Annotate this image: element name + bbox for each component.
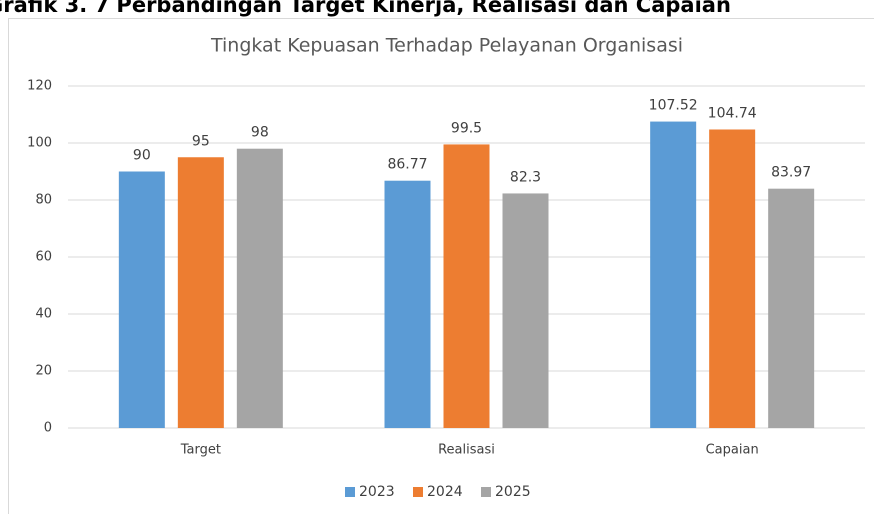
bar xyxy=(384,180,431,428)
data-label: 86.77 xyxy=(387,157,427,173)
data-label: 107.52 xyxy=(649,98,698,114)
data-label: 82.3 xyxy=(510,169,541,185)
x-tick-label: Target xyxy=(180,443,221,458)
y-tick-label: 40 xyxy=(35,307,52,322)
chart-title: Tingkat Kepuasan Terhadap Pelayanan Orga… xyxy=(210,35,683,57)
data-label: 98 xyxy=(251,125,269,141)
legend-swatch xyxy=(481,487,491,497)
x-tick-label: Capaian xyxy=(706,443,759,458)
bar xyxy=(650,121,697,429)
y-tick-label: 0 xyxy=(44,421,52,436)
y-tick-label: 100 xyxy=(27,136,52,151)
legend-swatch xyxy=(345,487,355,497)
data-label: 95 xyxy=(192,133,210,149)
heading: Grafik 3. 7 Perbandingan Target Kinerja,… xyxy=(0,0,731,17)
bar xyxy=(236,148,283,428)
bar xyxy=(768,188,815,428)
legend-swatch xyxy=(413,487,423,497)
data-label: 99.5 xyxy=(451,120,482,136)
data-label: 90 xyxy=(133,148,151,164)
legend-label: 2025 xyxy=(495,484,531,500)
y-tick-label: 60 xyxy=(35,250,52,265)
y-tick-label: 120 xyxy=(27,79,52,94)
data-label: 104.74 xyxy=(708,105,757,121)
bar xyxy=(502,193,549,428)
bar xyxy=(177,157,224,428)
bar xyxy=(709,129,756,428)
y-tick-label: 80 xyxy=(35,193,52,208)
y-tick-label: 20 xyxy=(35,364,52,379)
bar xyxy=(443,144,490,429)
data-label: 83.97 xyxy=(771,165,811,181)
bar xyxy=(118,171,165,428)
x-tick-label: Realisasi xyxy=(438,443,495,458)
legend-label: 2023 xyxy=(359,484,395,500)
legend-label: 2024 xyxy=(427,484,463,500)
